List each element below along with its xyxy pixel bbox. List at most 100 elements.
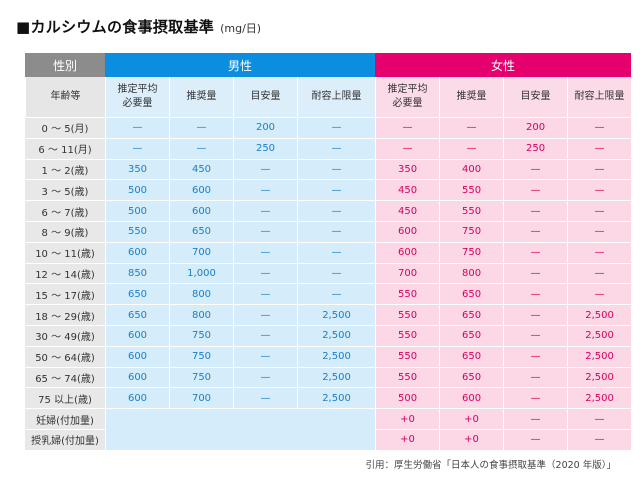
male-value-cell: — — [297, 180, 376, 202]
female-header: 女性 — [375, 53, 632, 77]
male-value-cell: 1,000 — [169, 263, 233, 285]
male-value-cell: 2,500 — [297, 325, 376, 347]
female-ai-header: 目安量 — [503, 77, 568, 118]
male-value-cell: — — [297, 263, 376, 285]
male-value-cell: — — [105, 138, 169, 160]
female-value-cell: 700 — [375, 263, 440, 285]
male-value-cell: — — [297, 284, 376, 306]
table-row: 15 ～ 17(歳) 650 800— —550 650— — — [25, 284, 632, 306]
male-value-cell: 200 — [233, 118, 297, 139]
female-value-cell: 2,500 — [567, 346, 632, 368]
male-value-cell: — — [233, 221, 297, 243]
age-cell: 0 ～ 5(月) — [25, 118, 105, 139]
female-value-cell: — — [503, 409, 568, 430]
male-ear-header-line1: 推定平均 — [117, 84, 158, 95]
citation: 引用：厚生労働省「日本人の食事摂取基準（2020 年版）」 — [365, 460, 616, 471]
female-value-cell: 600 — [439, 388, 504, 410]
male-value-cell: — — [297, 159, 376, 181]
female-value-cell: — — [439, 138, 504, 160]
female-value-cell: — — [503, 388, 568, 410]
age-column-header: 年齢等 — [25, 77, 105, 118]
table-row: 50 ～ 64(歳) 600 750—2,500 550 650—2,500 — [25, 346, 632, 368]
table-row: 65 ～ 74(歳) 600 750—2,500 550 650—2,500 — [25, 367, 632, 389]
table-row: 授乳婦(付加量) +0 +0— — — [25, 429, 632, 451]
male-value-cell: 2,500 — [297, 367, 376, 389]
female-ear-header-line1: 推定平均 — [387, 84, 428, 95]
male-value-cell: 650 — [105, 305, 169, 326]
age-cell: 3 ～ 5(歳) — [25, 180, 105, 202]
female-value-cell: — — [503, 305, 568, 326]
female-value-cell: — — [439, 118, 504, 139]
female-value-cell: — — [503, 159, 568, 181]
female-value-cell: 550 — [375, 325, 440, 347]
female-value-cell: 550 — [375, 284, 440, 306]
female-value-cell: 2,500 — [567, 388, 632, 410]
male-value-cell: 600 — [105, 367, 169, 389]
table-row: 8 ～ 9(歳) 550 650— —600 750— — — [25, 221, 632, 243]
female-value-cell: +0 — [439, 409, 504, 430]
male-blank-cell — [105, 409, 376, 451]
female-value-cell: 650 — [439, 325, 504, 347]
male-value-cell: 600 — [169, 201, 233, 222]
female-value-cell: 650 — [439, 367, 504, 389]
female-value-cell: 250 — [503, 138, 568, 160]
female-value-cell: 450 — [375, 180, 440, 202]
male-value-cell: 600 — [105, 388, 169, 410]
age-cell: 30 ～ 49(歳) — [25, 325, 105, 347]
table-row: 6 ～ 11(月) — —250— — —250— — [25, 138, 632, 160]
male-value-cell: 600 — [105, 242, 169, 264]
table-row: 75 以上(歳) 600 700—2,500 500 600—2,500 — [25, 388, 632, 410]
male-value-cell: — — [233, 325, 297, 347]
unit-label: (mg/日) — [220, 22, 262, 35]
male-value-cell: 600 — [105, 325, 169, 347]
male-value-cell: 800 — [169, 305, 233, 326]
page-title: ■カルシウムの食事摂取基準 (mg/日) — [16, 16, 261, 38]
female-value-cell: 200 — [503, 118, 568, 139]
female-value-cell: 600 — [375, 242, 440, 264]
male-value-cell: — — [297, 118, 376, 139]
male-value-cell: 500 — [105, 201, 169, 222]
male-value-cell: 700 — [169, 388, 233, 410]
male-value-cell: — — [297, 242, 376, 264]
male-value-cell: 2,500 — [297, 346, 376, 368]
male-value-cell: — — [297, 221, 376, 243]
male-value-cell: 250 — [233, 138, 297, 160]
female-value-cell: 2,500 — [567, 367, 632, 389]
table-body: 0 ～ 5(月) — —200— — —200—6 ～ 11(月) — —250— — —250… — [25, 118, 632, 451]
female-value-cell: 550 — [375, 346, 440, 368]
female-value-cell: — — [503, 263, 568, 285]
female-value-cell: — — [503, 367, 568, 389]
female-ear-header: 推定平均 必要量 — [375, 77, 440, 118]
female-value-cell: — — [567, 409, 632, 430]
age-cell: 6 ～ 11(月) — [25, 138, 105, 160]
female-value-cell: — — [567, 159, 632, 181]
age-cell: 8 ～ 9(歳) — [25, 221, 105, 243]
female-value-cell: — — [567, 284, 632, 306]
female-value-cell: 500 — [375, 388, 440, 410]
calcium-intake-table: 性別 男性 女性 年齢等 推定平均 必要量 推奨量 目安量 耐容上限量 推定平均必… — [25, 53, 632, 451]
female-value-cell: 550 — [375, 305, 440, 326]
male-value-cell: — — [233, 367, 297, 389]
female-value-cell: — — [567, 201, 632, 222]
female-value-cell: 350 — [375, 159, 440, 181]
male-value-cell: — — [233, 305, 297, 326]
female-rda-header: 推奨量 — [439, 77, 504, 118]
female-value-cell: — — [567, 221, 632, 243]
age-cell: 50 ～ 64(歳) — [25, 346, 105, 368]
table-row: 6 ～ 7(歳) 500 600— —450 550— — — [25, 201, 632, 222]
female-value-cell: — — [567, 180, 632, 202]
male-value-cell: — — [169, 138, 233, 160]
female-value-cell: +0 — [375, 409, 440, 430]
male-value-cell: — — [169, 118, 233, 139]
male-header: 男性 — [105, 53, 376, 77]
female-value-cell: — — [375, 138, 440, 160]
female-value-cell: — — [503, 325, 568, 347]
table-row: 10 ～ 11(歳) 600 700— —600 750— — — [25, 242, 632, 264]
male-value-cell: 600 — [169, 180, 233, 202]
female-value-cell: — — [567, 242, 632, 264]
sex-label-header: 性別 — [25, 53, 105, 77]
female-value-cell: 600 — [375, 221, 440, 243]
table-row: 0 ～ 5(月) — —200— — —200— — [25, 118, 632, 139]
female-value-cell: 650 — [439, 346, 504, 368]
female-ear-header-line2: 必要量 — [392, 98, 423, 109]
